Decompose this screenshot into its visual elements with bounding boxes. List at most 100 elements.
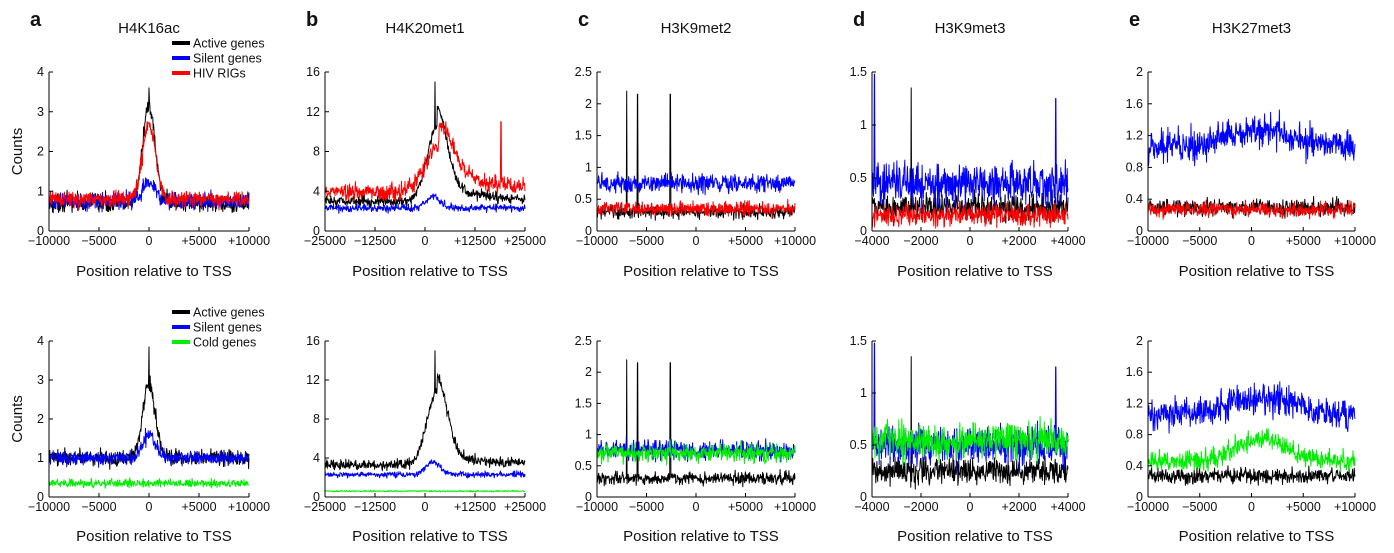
- x-tick-label: −10000: [28, 500, 70, 514]
- y-tick-label: 12: [306, 105, 320, 119]
- y-tick-label: 16: [306, 334, 320, 348]
- x-tick-label: −10000: [1127, 234, 1169, 248]
- x-tick-label: −10000: [1127, 500, 1169, 514]
- y-tick-label: 2.5: [575, 334, 592, 348]
- y-tick-label: 0: [313, 490, 320, 504]
- x-axis-label: Position relative to TSS: [76, 528, 232, 545]
- y-tick-label: 8: [313, 412, 320, 426]
- y-tick-label: 1: [37, 451, 44, 465]
- y-tick-label: 0: [860, 490, 867, 504]
- x-axis-label: Position relative to TSS: [76, 263, 232, 280]
- chart-panel-a-bottom: −10000 −5000 0 +5000 +10000 0 1 2 3 4 Position rel…: [9, 306, 270, 546]
- y-tick-label: 12: [306, 373, 320, 387]
- y-tick-label: 2: [37, 412, 44, 426]
- series-line-active-genes: [871, 87, 1069, 227]
- y-tick-label: 3: [37, 373, 44, 387]
- y-tick-label: 2: [1136, 65, 1143, 79]
- y-tick-label: 0: [585, 490, 592, 504]
- y-tick-label: 0.5: [850, 171, 867, 185]
- chart-panel-e-bottom: −10000 −5000 0 +5000 +10000 0 0.4 0.8 1.2 1.6 2 Pos…: [1126, 334, 1376, 545]
- panel-title: H3K27met3: [1212, 20, 1291, 37]
- chart-panel-c-top: c H3K9met2 −10000 −5000 0 +5000 +10000 0 0.5 1 1.5…: [575, 9, 816, 280]
- x-tick-label: +10000: [228, 234, 270, 248]
- panel-title: H3K9met3: [935, 20, 1006, 37]
- x-tick-label: +12500: [454, 500, 496, 514]
- series-line-hiv-rigs: [48, 121, 250, 211]
- series-line-active-genes: [871, 356, 1069, 490]
- x-tick-label: −5000: [1182, 500, 1217, 514]
- x-axis-label: Position relative to TSS: [623, 528, 779, 545]
- y-tick-label: 1: [860, 118, 867, 132]
- y-tick-label: 0.8: [1126, 428, 1143, 442]
- x-tick-label: +4000: [1050, 234, 1085, 248]
- series-line-active-genes: [596, 359, 796, 488]
- series-line-active-genes: [48, 346, 250, 470]
- x-tick-label: +5000: [181, 234, 216, 248]
- y-tick-label: 4: [313, 451, 320, 465]
- x-tick-label: −10000: [28, 234, 70, 248]
- series-line-silent-genes: [48, 427, 250, 468]
- x-tick-label: 0: [146, 234, 153, 248]
- panel-letter: c: [578, 9, 589, 31]
- x-tick-label: +5000: [181, 500, 216, 514]
- panel-letter: d: [853, 9, 865, 31]
- x-tick-label: −5000: [81, 500, 116, 514]
- x-tick-label: 0: [693, 500, 700, 514]
- y-tick-label: 0.4: [1126, 192, 1143, 206]
- x-tick-label: +10000: [774, 500, 816, 514]
- chart-panel-b-bottom: −25000 −12500 0 +12500 +25000 0 4 8 12 16 Position…: [304, 334, 546, 545]
- x-tick-label: 0: [1248, 234, 1255, 248]
- legend-label: Active genes: [193, 37, 265, 51]
- x-tick-label: 0: [967, 500, 974, 514]
- y-tick-label: 1: [585, 428, 592, 442]
- x-tick-label: +5000: [1286, 234, 1321, 248]
- x-tick-label: +10000: [1334, 500, 1376, 514]
- series-line-cold-genes: [324, 489, 526, 493]
- x-tick-label: −4000: [854, 500, 889, 514]
- y-tick-label: 8: [313, 145, 320, 159]
- y-tick-label: 1.6: [1126, 365, 1143, 379]
- chart-panel-d-bottom: −4000 −2000 0 +2000 +4000 0 0.5 1 1.5 Position re…: [850, 334, 1086, 545]
- x-axis-label: Position relative to TSS: [1179, 528, 1335, 545]
- series-line-hiv-rigs: [324, 121, 526, 203]
- y-tick-label: 1.5: [575, 129, 592, 143]
- chart-panel-a-top: a H4K16ac −10000 −5000 0 +5000 +10000 0 1 2 3 4 Posi…: [9, 9, 270, 280]
- y-axis-label: Counts: [9, 395, 26, 443]
- y-tick-label: 0: [1136, 224, 1143, 238]
- x-tick-label: −5000: [629, 500, 664, 514]
- y-tick-label: 2: [37, 145, 44, 159]
- panel-title: H4K16ac: [118, 20, 180, 37]
- x-tick-label: −25000: [304, 234, 346, 248]
- y-tick-label: 0: [860, 224, 867, 238]
- series-line-hiv-rigs: [1147, 199, 1356, 220]
- series-line-active-genes: [324, 350, 526, 472]
- x-axis-label: Position relative to TSS: [1179, 263, 1335, 280]
- x-tick-label: −25000: [304, 500, 346, 514]
- x-tick-label: −5000: [1182, 234, 1217, 248]
- y-tick-label: 0: [1136, 490, 1143, 504]
- y-tick-label: 1.6: [1126, 97, 1143, 111]
- chart-panel-b-top: b H4K20met1 −25000 −12500 0 +12500 +25000 0 4 8 12…: [304, 9, 546, 280]
- y-tick-label: 0: [37, 224, 44, 238]
- x-tick-label: 0: [1248, 500, 1255, 514]
- x-tick-label: −12500: [354, 500, 396, 514]
- x-tick-label: +25000: [504, 500, 546, 514]
- y-tick-label: 2: [585, 97, 592, 111]
- y-tick-label: 0.5: [575, 459, 592, 473]
- x-tick-label: +10000: [1334, 234, 1376, 248]
- x-tick-label: −2000: [903, 500, 938, 514]
- x-axis-label: Position relative to TSS: [352, 263, 508, 280]
- series-line-cold-genes: [1147, 428, 1356, 473]
- panel-title: H3K9met2: [661, 20, 732, 37]
- panel-letter: e: [1129, 9, 1140, 31]
- y-tick-label: 1.5: [850, 65, 867, 79]
- series-line-silent-genes: [1147, 109, 1356, 167]
- y-tick-label: 0: [585, 224, 592, 238]
- x-axis-label: Position relative to TSS: [352, 528, 508, 545]
- y-tick-label: 0: [313, 224, 320, 238]
- y-tick-label: 0.5: [850, 438, 867, 452]
- y-tick-label: 1: [37, 184, 44, 198]
- y-tick-label: 2: [1136, 334, 1143, 348]
- x-tick-label: 0: [422, 234, 429, 248]
